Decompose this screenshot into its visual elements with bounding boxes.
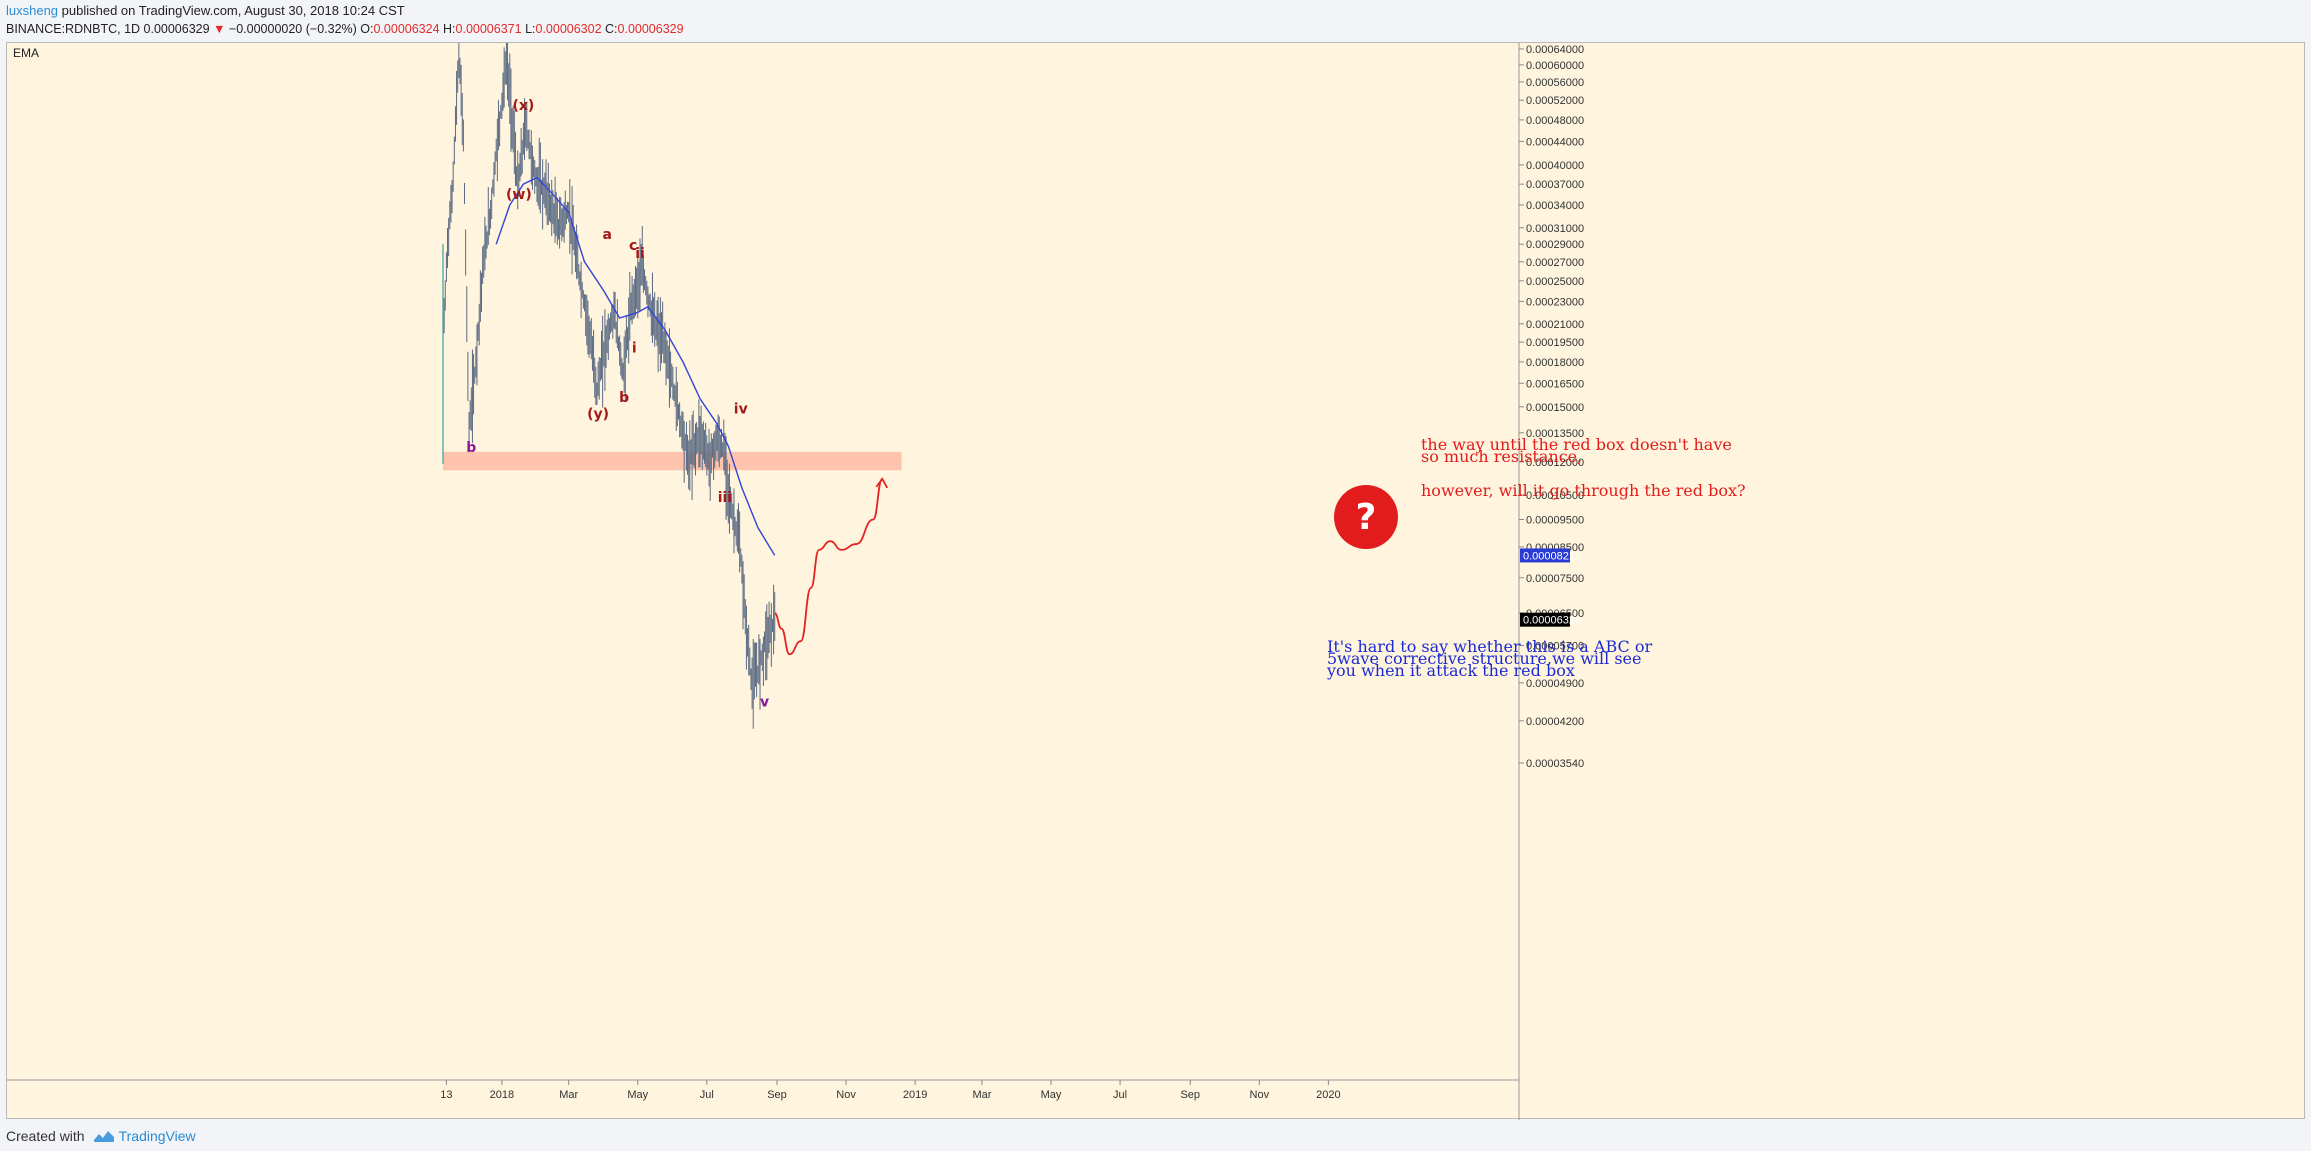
price-tag-label: 0.00008212: [1523, 550, 1581, 562]
x-tick-label: Jul: [700, 1089, 714, 1101]
wave-label: a: [602, 227, 611, 243]
x-tick-label: Nov: [836, 1089, 856, 1101]
tradingview-brand: TradingView: [118, 1128, 196, 1144]
x-tick-label: 2020: [1316, 1089, 1340, 1101]
open-value: 0.00006324: [373, 22, 440, 36]
x-tick-label: 2019: [903, 1089, 927, 1101]
high-label: H:: [443, 22, 456, 36]
y-tick-label: 0.00021000: [1526, 319, 1584, 331]
y-tick-label: 0.00019500: [1526, 337, 1584, 349]
publish-info: published on TradingView.com, August 30,…: [58, 3, 405, 18]
y-tick-label: 0.00012000: [1526, 457, 1584, 469]
wave-label: iv: [734, 401, 748, 417]
price-tag-bg: [1520, 548, 1570, 563]
y-tick-label: 0.00064000: [1526, 44, 1584, 56]
wave-label: b: [466, 440, 476, 456]
wave-label: c: [629, 238, 637, 254]
tradingview-link[interactable]: TradingView: [93, 1128, 196, 1144]
y-tick-label: 0.00052000: [1526, 95, 1584, 107]
annotation-text: It's hard to say whether this is a ABC o…: [1327, 637, 1652, 656]
y-tick-label: 0.00034000: [1526, 200, 1584, 212]
annotation-text: you when it attack the red box: [1326, 661, 1575, 680]
y-tick-label: 0.00003540: [1526, 758, 1584, 770]
y-tick-label: 0.00048000: [1526, 115, 1584, 127]
price-change: −0.00000020 (−0.32%): [228, 22, 357, 36]
resistance-zone: [443, 451, 902, 471]
wave-label: (x): [512, 98, 534, 114]
price-tag-label: 0.00006329: [1523, 615, 1581, 627]
down-arrow-icon: ▼: [213, 22, 226, 36]
high-value: 0.00006371: [455, 22, 522, 36]
y-tick-label: 0.00029000: [1526, 239, 1584, 251]
annotation-text: however, will it go through the red box?: [1421, 481, 1746, 500]
ema-indicator-label: EMA: [13, 46, 39, 60]
y-tick-label: 0.00018000: [1526, 357, 1584, 369]
y-tick-label: 0.00027000: [1526, 257, 1584, 269]
close-value: 0.00006329: [617, 22, 684, 36]
annotation-text: the way until the red box doesn't have: [1421, 435, 1732, 454]
wave-label: i: [632, 340, 637, 356]
x-tick-label: Jul: [1113, 1089, 1127, 1101]
x-tick-label: May: [627, 1089, 648, 1101]
projection-arrowhead: [875, 477, 889, 489]
low-value: 0.00006302: [535, 22, 602, 36]
y-tick-label: 0.00056000: [1526, 77, 1584, 89]
x-tick-label: Sep: [1180, 1089, 1200, 1101]
question-badge-icon: [1334, 485, 1398, 549]
x-tick-label: 13: [440, 1089, 452, 1101]
y-tick-label: 0.00044000: [1526, 136, 1584, 148]
annotation-text: 5wave corrective structure,we will see: [1327, 649, 1642, 668]
x-tick-label: 2018: [490, 1089, 514, 1101]
close-label: C:: [605, 22, 618, 36]
y-tick-label: 0.00040000: [1526, 160, 1584, 172]
chart-area[interactable]: 0.000680000.000640000.000600000.00056000…: [6, 42, 2306, 1120]
y-tick-label: 0.00009500: [1526, 514, 1584, 526]
last-price: 0.00006329: [143, 22, 210, 36]
x-tick-label: Sep: [767, 1089, 787, 1101]
wave-label: c: [503, 43, 511, 44]
chart-header: luxsheng published on TradingView.com, A…: [6, 2, 2305, 38]
wave-label: (w): [506, 187, 532, 203]
wave-label: v: [760, 695, 769, 711]
annotation-text: so much resistance,: [1421, 447, 1582, 466]
y-tick-label: 0.00010500: [1526, 490, 1584, 502]
price-chart[interactable]: 0.000680000.000640000.000600000.00056000…: [7, 43, 2306, 1120]
y-tick-label: 0.00025000: [1526, 276, 1584, 288]
wave-label: b: [619, 390, 629, 406]
x-tick-label: May: [1041, 1089, 1062, 1101]
x-tick-label: Mar: [972, 1089, 991, 1101]
tradingview-logo-icon: [93, 1131, 114, 1142]
author-link[interactable]: luxsheng: [6, 3, 59, 18]
projection-curve: [774, 477, 884, 656]
symbol-line: BINANCE:RDNBTC, 1D 0.00006329 ▼ −0.00000…: [6, 20, 2305, 38]
y-tick-label: 0.00023000: [1526, 296, 1584, 308]
y-tick-label: 0.00060000: [1526, 60, 1584, 72]
wave-label: (y): [587, 407, 609, 423]
y-tick-label: 0.00037000: [1526, 179, 1584, 191]
low-label: L:: [525, 22, 536, 36]
wave-label: iii: [718, 490, 732, 506]
price-tag-bg: [1520, 612, 1570, 627]
y-tick-label: 0.00013500: [1526, 428, 1584, 440]
publish-line: luxsheng published on TradingView.com, A…: [6, 2, 2305, 20]
wave-label: ii: [635, 246, 645, 262]
y-tick-label: 0.00015000: [1526, 402, 1584, 414]
y-tick-label: 0.00016500: [1526, 378, 1584, 390]
ema-line: [495, 176, 776, 556]
y-tick-label: 0.00004200: [1526, 716, 1584, 728]
footer: Created with TradingView: [6, 1124, 196, 1148]
created-with-label: Created with: [6, 1128, 85, 1144]
y-tick-label: 0.00005700: [1526, 641, 1584, 653]
y-tick-label: 0.00004900: [1526, 678, 1584, 690]
x-tick-label: Mar: [559, 1089, 578, 1101]
question-mark-icon: ?: [1356, 497, 1377, 538]
x-tick-label: Nov: [1250, 1089, 1270, 1101]
y-tick-label: 0.00031000: [1526, 223, 1584, 235]
y-tick-label: 0.00007500: [1526, 573, 1584, 585]
symbol-label: BINANCE:RDNBTC, 1D: [6, 22, 141, 36]
open-label: O:: [360, 22, 374, 36]
